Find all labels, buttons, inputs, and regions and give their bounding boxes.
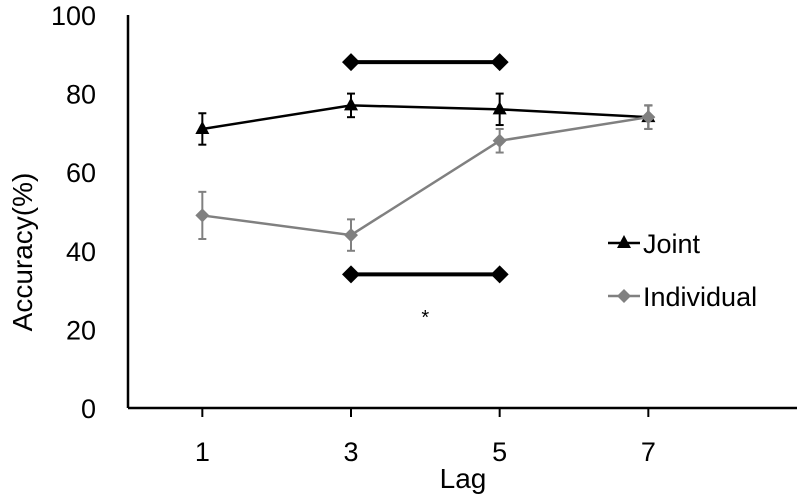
series-line <box>202 104 649 131</box>
legend-label: Joint <box>643 229 701 259</box>
x-tick-label: 1 <box>195 437 210 467</box>
data-point-triangle <box>344 97 358 111</box>
legend-item-individual: Individual <box>608 282 757 312</box>
data-point-diamond <box>492 133 507 148</box>
bracket-end-marker <box>490 265 509 284</box>
series-individual <box>195 104 656 252</box>
significance-brackets <box>342 53 509 284</box>
y-tick-label: 60 <box>66 158 96 188</box>
series-line <box>202 115 649 237</box>
y-tick-labels: 0 20 40 60 80 100 <box>51 1 96 424</box>
y-tick-label: 80 <box>66 80 96 110</box>
data-point-triangle <box>617 235 631 248</box>
data-point-triangle <box>492 101 507 115</box>
data-point-diamond <box>617 289 631 303</box>
data-point-diamond <box>641 110 656 125</box>
series-layer <box>195 92 656 252</box>
x-tick-label: 7 <box>641 437 656 467</box>
y-axis-label: Accuracy(%) <box>7 173 38 332</box>
bracket-end-marker <box>342 53 360 72</box>
y-tick-label: 100 <box>51 1 96 31</box>
legend-label: Individual <box>643 282 757 312</box>
legend: Joint Individual <box>608 229 757 312</box>
legend-item-joint: Joint <box>608 229 701 259</box>
y-tick-label: 40 <box>66 237 96 267</box>
axes <box>126 15 797 410</box>
y-tick-label: 20 <box>66 315 96 345</box>
annotations: * <box>421 307 429 329</box>
bracket-end-marker <box>490 53 509 72</box>
y-tick-label: 0 <box>81 394 96 424</box>
x-tick-label: 5 <box>492 437 507 467</box>
x-tick-labels: 1 3 5 7 <box>195 408 656 467</box>
significance-bracket <box>342 53 509 72</box>
series-joint <box>195 92 656 146</box>
data-point-diamond <box>344 228 358 243</box>
x-tick-label: 3 <box>343 437 358 467</box>
data-point-diamond <box>195 208 210 223</box>
data-point-triangle <box>195 120 210 134</box>
x-axis-label: Lag <box>440 463 487 494</box>
significance-bracket <box>342 265 509 284</box>
significance-asterisk: * <box>421 307 429 329</box>
bracket-end-marker <box>342 265 360 284</box>
